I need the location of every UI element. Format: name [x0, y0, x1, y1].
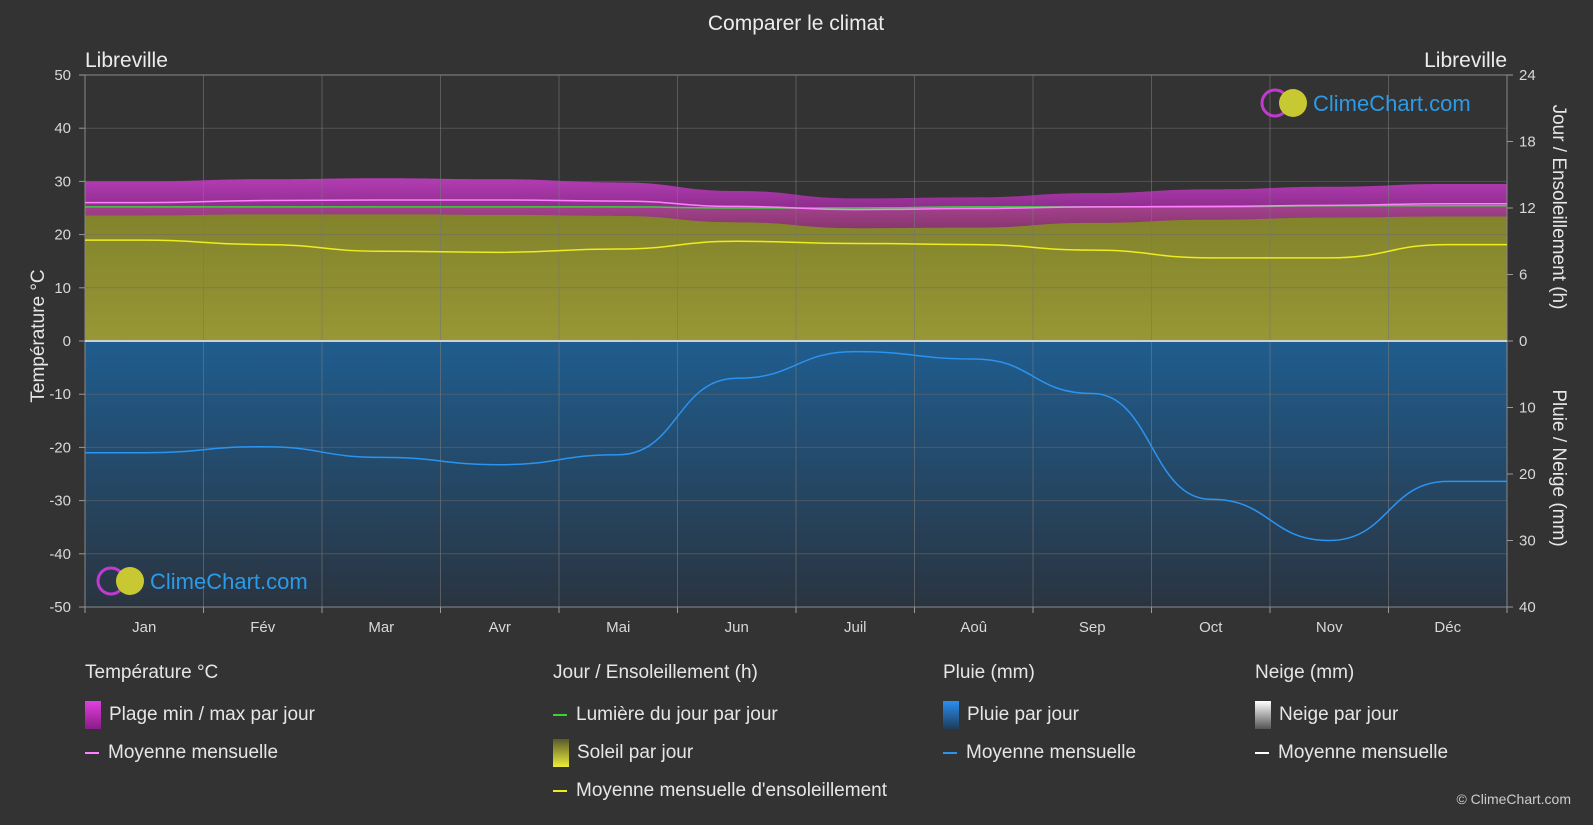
y-left-tick--50: -50 — [49, 599, 71, 616]
x-tick-8: Sep — [1079, 619, 1106, 636]
location-left: Libreville — [85, 49, 168, 72]
x-tick-2: Mar — [368, 619, 394, 636]
y-left-tick-50: 50 — [54, 67, 71, 84]
temp-range-swatch — [85, 701, 101, 729]
y-left-tick--10: -10 — [49, 386, 71, 403]
snow-swatch — [1255, 701, 1271, 729]
x-tick-1: Fév — [250, 619, 276, 636]
watermark-top-text: ClimeChart.com — [1313, 91, 1471, 116]
y-right-bottom-tick-20: 20 — [1519, 466, 1536, 483]
chart-title: Comparer le climat — [708, 12, 884, 35]
y-right-top-tick-6: 6 — [1519, 267, 1527, 284]
y-left-tick-0: 0 — [63, 333, 71, 350]
legend-temp-range: Plage min / max par jour — [109, 704, 315, 725]
location-right: Libreville — [1424, 49, 1507, 72]
legend-rain: Pluie (mm) Pluie par jour Moyenne mensue… — [943, 662, 1136, 778]
y-right-bottom-label: Pluie / Neige (mm) — [1548, 389, 1569, 546]
temp-mean-swatch — [85, 752, 99, 754]
legend-rain-title: Pluie (mm) — [943, 662, 1035, 683]
y-left-tick-10: 10 — [54, 280, 71, 297]
x-tick-3: Avr — [489, 619, 511, 636]
sun-mean-swatch — [553, 790, 567, 792]
y-right-bottom-tick-30: 30 — [1519, 533, 1536, 550]
watermark-bottom-text: ClimeChart.com — [150, 569, 308, 594]
watermark-top: ClimeChart.com — [1260, 88, 1471, 118]
y-right-bottom-tick-10: 10 — [1519, 400, 1536, 417]
y-left-tick--20: -20 — [49, 439, 71, 456]
temp-mean-line — [85, 199, 1507, 211]
y-right-top-tick-24: 24 — [1519, 67, 1536, 84]
x-tick-0: Jan — [132, 619, 156, 636]
y-right-top-tick-0: 0 — [1519, 333, 1527, 350]
rain-mean-line — [85, 350, 1507, 542]
y-right-top-tick-12: 12 — [1519, 200, 1536, 217]
legend-snow: Neige (mm) Neige par jour Moyenne mensue… — [1255, 662, 1448, 778]
x-tick-11: Déc — [1434, 619, 1461, 636]
y-left-tick--40: -40 — [49, 546, 71, 563]
y-right-top-label: Jour / Ensoleillement (h) — [1548, 105, 1569, 310]
legend-snow-daily: Neige par jour — [1279, 704, 1399, 725]
legend-temp-mean: Moyenne mensuelle — [108, 742, 279, 763]
legend-sun: Jour / Ensoleillement (h) Lumière du jou… — [553, 662, 887, 816]
sun-mean-line — [84, 239, 1507, 259]
rain-mean-swatch — [943, 752, 957, 754]
rain-swatch — [943, 701, 959, 729]
legend-sun-mean: Moyenne mensuelle d'ensoleillement — [576, 780, 887, 801]
climate-chart: 50 40 30 20 10 0 -10 -20 -30 -40 -50 24 18 12 6 0 10 20 30… — [28, 12, 1569, 636]
legend-rain-daily: Pluie par jour — [967, 704, 1079, 725]
x-tick-10: Nov — [1316, 619, 1343, 636]
y-right-bottom-tick-40: 40 — [1519, 599, 1536, 616]
y-left-tick-40: 40 — [54, 120, 71, 137]
legend-sun-title: Jour / Ensoleillement (h) — [553, 662, 758, 683]
y-left-label: Température °C — [28, 269, 49, 402]
legend-temperature-title: Température °C — [85, 662, 219, 683]
legend-sun-daily: Soleil par jour — [577, 742, 694, 763]
x-tick-6: Juil — [844, 619, 867, 636]
x-tick-4: Mai — [606, 619, 630, 636]
copyright: © ClimeChart.com — [1456, 791, 1571, 807]
y-right-top-tick-18: 18 — [1519, 134, 1536, 151]
x-tick-7: Aoû — [960, 619, 987, 636]
y-left-tick--30: -30 — [49, 493, 71, 510]
x-tick-5: Jun — [725, 619, 749, 636]
legend-snow-title: Neige (mm) — [1255, 662, 1355, 683]
x-tick-9: Oct — [1199, 619, 1223, 636]
snow-mean-swatch — [1255, 752, 1269, 754]
legend-daylight: Lumière du jour par jour — [576, 704, 778, 725]
y-left-tick-30: 30 — [54, 173, 71, 190]
watermark-bottom: ClimeChart.com — [96, 566, 308, 596]
legend-temperature: Température °C Plage min / max par jour … — [85, 662, 315, 778]
legend-rain-mean: Moyenne mensuelle — [966, 742, 1137, 763]
sun-swatch — [553, 739, 569, 767]
legend-snow-mean: Moyenne mensuelle — [1278, 742, 1449, 763]
y-left-tick-20: 20 — [54, 227, 71, 244]
daylight-swatch — [553, 714, 567, 716]
